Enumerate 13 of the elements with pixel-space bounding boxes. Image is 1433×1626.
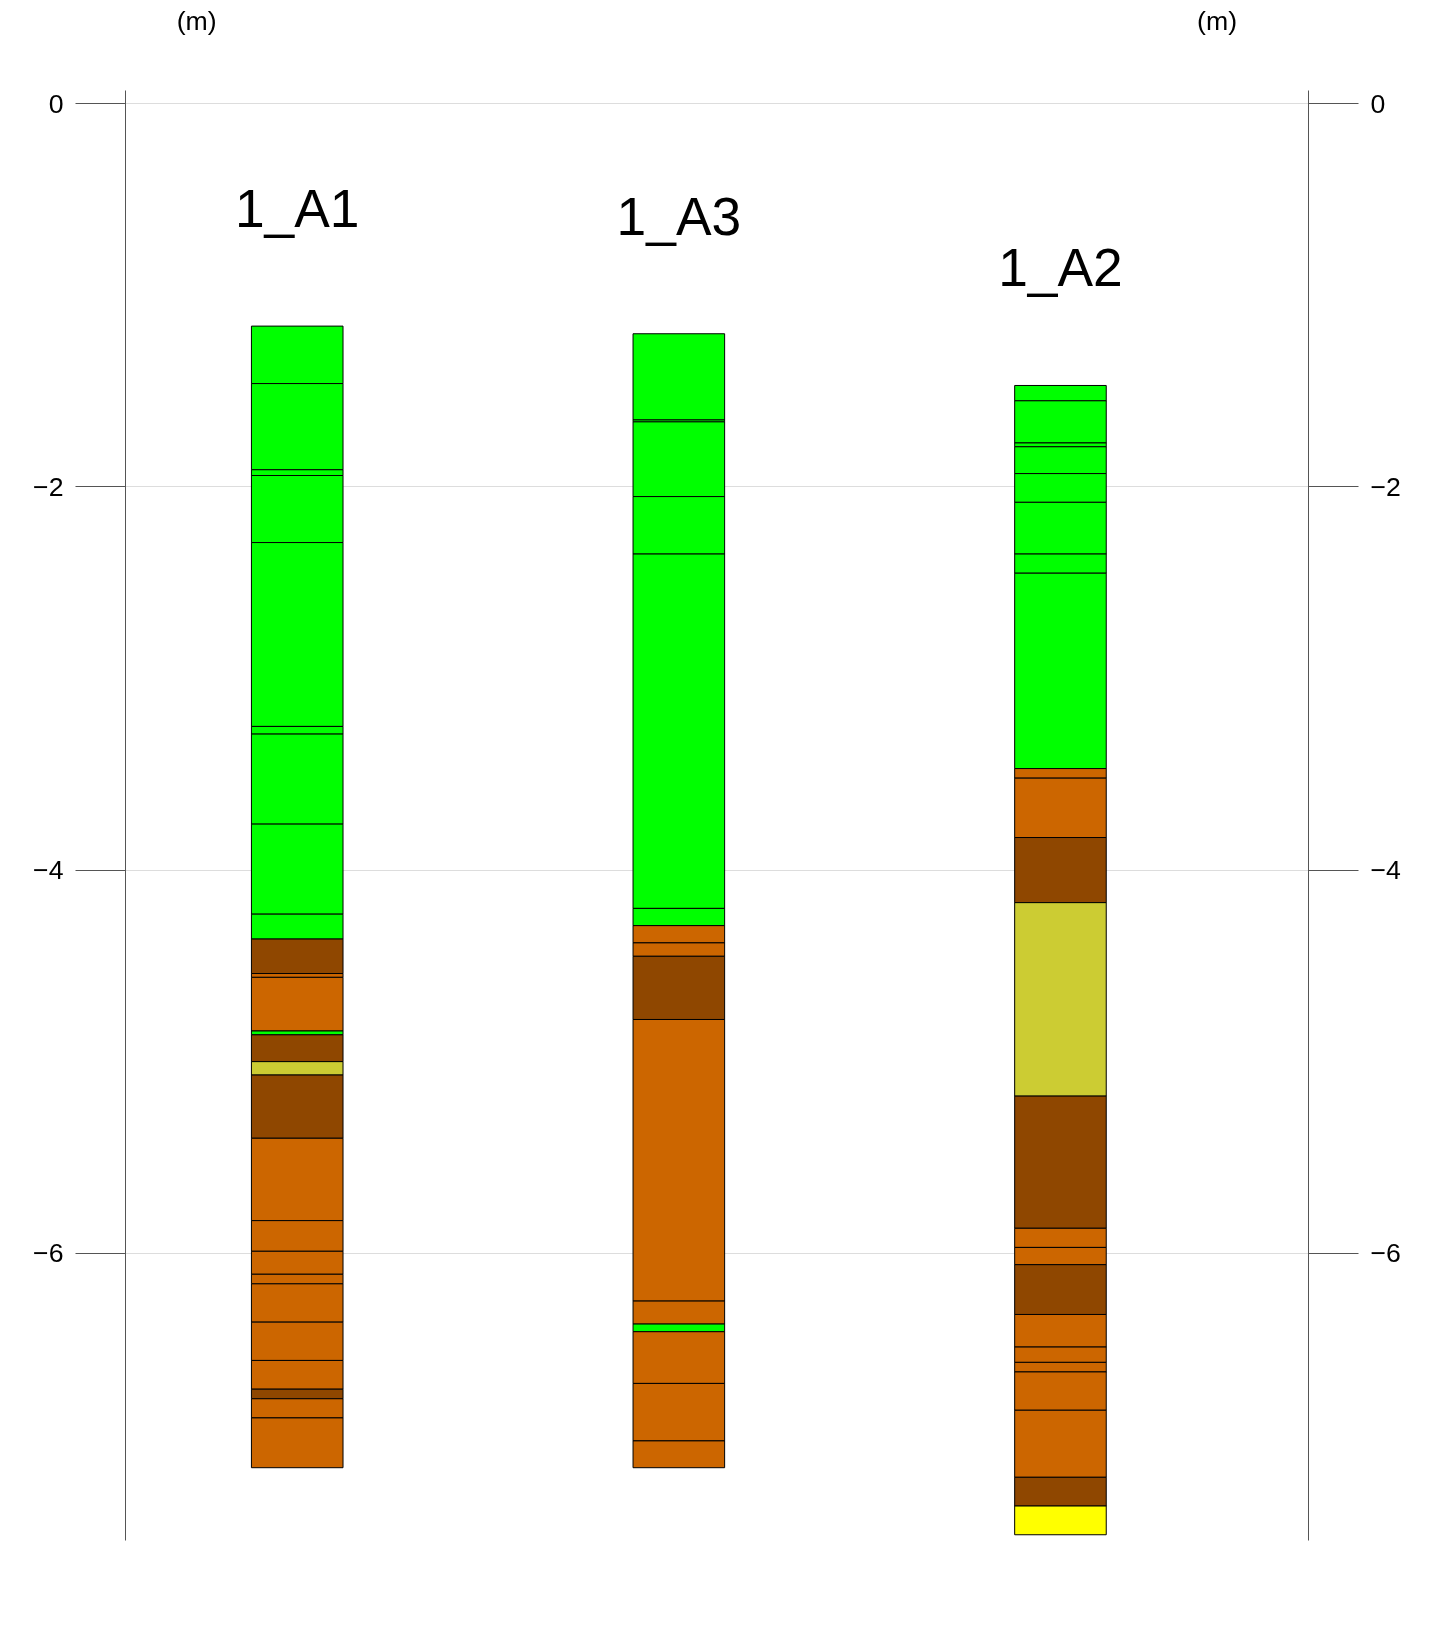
y2-axis-title: (m) (1197, 5, 1238, 36)
y-tick-label: 0 (48, 88, 64, 119)
x-tick-label: 1_A2 (998, 238, 1123, 298)
x-tick-label: 1_A3 (616, 186, 742, 246)
y-axis-title: (m) (176, 5, 217, 36)
y-tick-label: −6 (33, 1238, 64, 1269)
y2-tick-label: −6 (1370, 1238, 1401, 1269)
y2-tick-label: −2 (1370, 472, 1401, 502)
y2-tick-label: 0 (1370, 88, 1386, 119)
y-tick-label: −2 (33, 472, 64, 502)
x-tick-label: 1_A1 (234, 179, 360, 239)
y-tick-label: −4 (33, 855, 64, 886)
y2-tick-label: −4 (1370, 855, 1402, 886)
